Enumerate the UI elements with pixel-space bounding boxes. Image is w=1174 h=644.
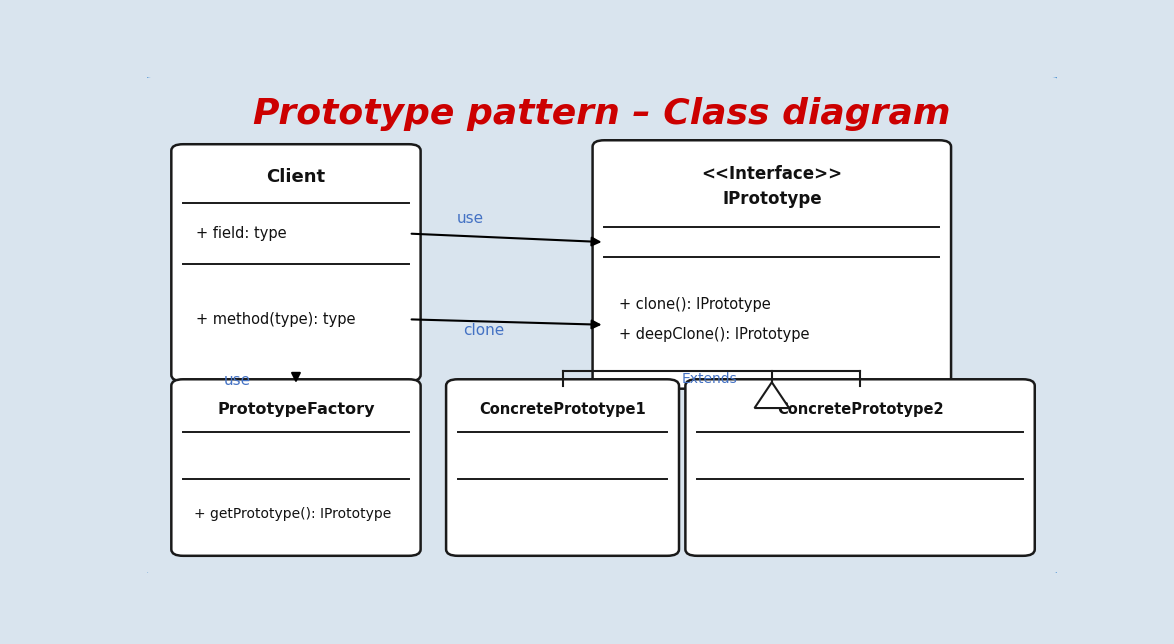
Text: + getPrototype(): IPrototype: + getPrototype(): IPrototype [194, 507, 391, 521]
Text: PrototypeFactory: PrototypeFactory [217, 402, 375, 417]
Text: + method(type): type: + method(type): type [196, 312, 356, 327]
FancyBboxPatch shape [686, 379, 1034, 556]
Text: Prototype pattern – Class diagram: Prototype pattern – Class diagram [252, 97, 951, 131]
Text: Client: Client [266, 168, 325, 186]
Polygon shape [755, 383, 789, 408]
FancyBboxPatch shape [171, 379, 420, 556]
FancyBboxPatch shape [171, 144, 420, 381]
Text: + field: type: + field: type [196, 226, 286, 241]
FancyBboxPatch shape [593, 140, 951, 389]
FancyBboxPatch shape [142, 75, 1061, 576]
Text: ConcretePrototype1: ConcretePrototype1 [479, 402, 646, 417]
FancyBboxPatch shape [446, 379, 679, 556]
Text: clone: clone [463, 323, 504, 337]
Text: use: use [224, 373, 251, 388]
Text: <<Interface>>
IPrototype: <<Interface>> IPrototype [701, 166, 843, 208]
Text: + clone(): IPrototype: + clone(): IPrototype [619, 298, 770, 312]
Text: + deepClone(): IPrototype: + deepClone(): IPrototype [619, 327, 809, 342]
Text: use: use [457, 211, 484, 225]
Text: Extends: Extends [682, 372, 737, 386]
Text: ConcretePrototype2: ConcretePrototype2 [777, 402, 944, 417]
